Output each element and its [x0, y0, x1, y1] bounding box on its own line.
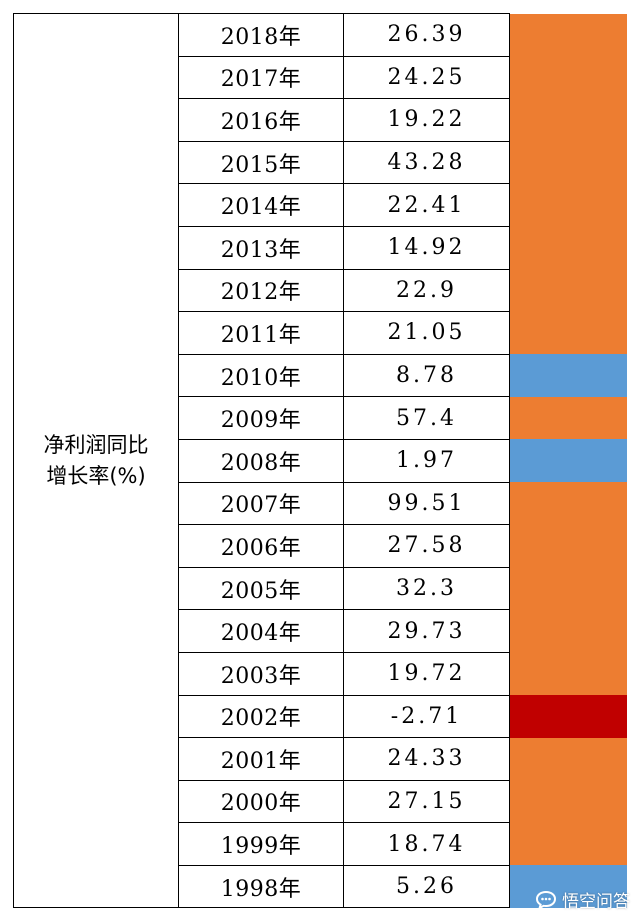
- table-row: 净利润同比 增长率(%) 2018年 26.39: [13, 12, 627, 909]
- year-cell: 2016年: [178, 98, 344, 142]
- status-color-cell: [509, 865, 627, 908]
- growth-value-cell: 21.05: [343, 311, 510, 355]
- growth-rate-table: 净利润同比 增长率(%) 2018年 26.39 2017年 24.25 2016年 19.2…: [13, 12, 627, 909]
- table-row: 2001年 24.33: [14, 737, 627, 781]
- year-cell: 2011年: [178, 311, 344, 355]
- year-cell: 1998年: [178, 864, 344, 909]
- growth-value-cell: 18.74: [343, 822, 510, 866]
- table-row: 2007年 99.51: [14, 481, 627, 526]
- status-color-cell: [509, 396, 627, 440]
- growth-value-cell: 43.28: [343, 140, 510, 185]
- growth-value-cell: 24.33: [343, 737, 510, 781]
- growth-value-cell: 99.51: [343, 481, 510, 526]
- watermark: 悟空问答: [535, 887, 630, 912]
- year-cell: 2004年: [178, 609, 344, 653]
- growth-value-cell: 27.15: [343, 779, 510, 824]
- chat-bubble-icon: [535, 890, 557, 910]
- status-color-cell: [509, 141, 627, 184]
- table-row: 2003年 19.72: [14, 651, 627, 696]
- growth-value-cell: 8.78: [343, 353, 510, 398]
- growth-value-cell: 19.22: [343, 98, 510, 142]
- table-row: 2000年 27.15: [14, 779, 627, 824]
- table-row: 2004年 29.73: [14, 609, 627, 653]
- growth-value-cell: 22.41: [343, 183, 510, 227]
- year-cell: 2007年: [178, 481, 344, 526]
- status-color-cell: [509, 695, 627, 738]
- status-color-cell: [509, 737, 627, 781]
- status-color-cell: [509, 780, 627, 823]
- table-row: 2016年 19.22: [14, 98, 627, 142]
- status-color-cell: [509, 98, 627, 142]
- metric-label-cell: 净利润同比 增长率(%): [13, 12, 179, 909]
- table-row: 2002年 -2.71: [14, 694, 627, 739]
- growth-value-cell: 1.97: [343, 438, 510, 483]
- year-cell: 2002年: [178, 694, 344, 739]
- table-row: 2005年 32.3: [14, 566, 627, 611]
- year-cell: 2005年: [178, 566, 344, 611]
- year-cell: 2001年: [178, 737, 344, 781]
- year-cell: 2003年: [178, 651, 344, 696]
- year-cell: 2000年: [178, 779, 344, 824]
- growth-value-cell: 57.4: [343, 396, 510, 440]
- status-color-cell: [509, 354, 627, 397]
- growth-value-cell: 19.72: [343, 651, 510, 696]
- growth-value-cell: 5.26: [343, 864, 510, 909]
- status-color-cell: [509, 183, 627, 227]
- table-row: 2012年 22.9: [14, 268, 627, 313]
- growth-value-cell: 22.9: [343, 268, 510, 313]
- year-cell: 2017年: [178, 55, 344, 100]
- growth-value-cell: 29.73: [343, 609, 510, 653]
- growth-value-cell: 32.3: [343, 566, 510, 611]
- year-cell: 2013年: [178, 225, 344, 270]
- year-cell: 2006年: [178, 524, 344, 568]
- growth-value-cell: 27.58: [343, 524, 510, 568]
- status-color-cell: [509, 439, 627, 483]
- growth-value-cell: 14.92: [343, 225, 510, 270]
- table-row: 2017年 24.25: [14, 55, 627, 100]
- status-color-cell: [509, 13, 627, 57]
- year-cell: 1999年: [178, 822, 344, 866]
- status-color-cell: [509, 567, 627, 610]
- table-row: 2009年 57.4: [14, 396, 627, 440]
- status-color-cell: [509, 482, 627, 525]
- status-color-cell: [509, 822, 627, 866]
- table-row: 2013年 14.92: [14, 225, 627, 270]
- status-color-cell: [509, 226, 627, 270]
- year-cell: 2012年: [178, 268, 344, 313]
- growth-value-cell: 26.39: [343, 13, 510, 57]
- status-color-cell: [509, 652, 627, 695]
- status-color-cell: [509, 311, 627, 355]
- table-row: 2008年 1.97: [14, 438, 627, 483]
- status-color-cell: [509, 609, 627, 653]
- table-row: 2006年 27.58: [14, 524, 627, 568]
- table-row: 1998年 5.26: [14, 864, 627, 909]
- year-cell: 2014年: [178, 183, 344, 227]
- year-cell: 2015年: [178, 140, 344, 185]
- watermark-text: 悟空问答: [562, 892, 630, 912]
- status-color-cell: [509, 56, 627, 99]
- table-row: 2011年 21.05: [14, 311, 627, 355]
- growth-value-cell: 24.25: [343, 55, 510, 100]
- year-cell: 2008年: [178, 438, 344, 483]
- year-cell: 2010年: [178, 353, 344, 398]
- table-row: 2015年 43.28: [14, 140, 627, 185]
- year-cell: 2018年: [178, 13, 344, 57]
- year-cell: 2009年: [178, 396, 344, 440]
- table-row: 1999年 18.74: [14, 822, 627, 866]
- status-color-cell: [509, 269, 627, 312]
- table-body: 净利润同比 增长率(%) 2018年 26.39 2017年 24.25 2016年 19.2…: [13, 12, 627, 909]
- growth-value-cell: -2.71: [343, 694, 510, 739]
- table-row: 2014年 22.41: [14, 183, 627, 227]
- status-color-cell: [509, 524, 627, 568]
